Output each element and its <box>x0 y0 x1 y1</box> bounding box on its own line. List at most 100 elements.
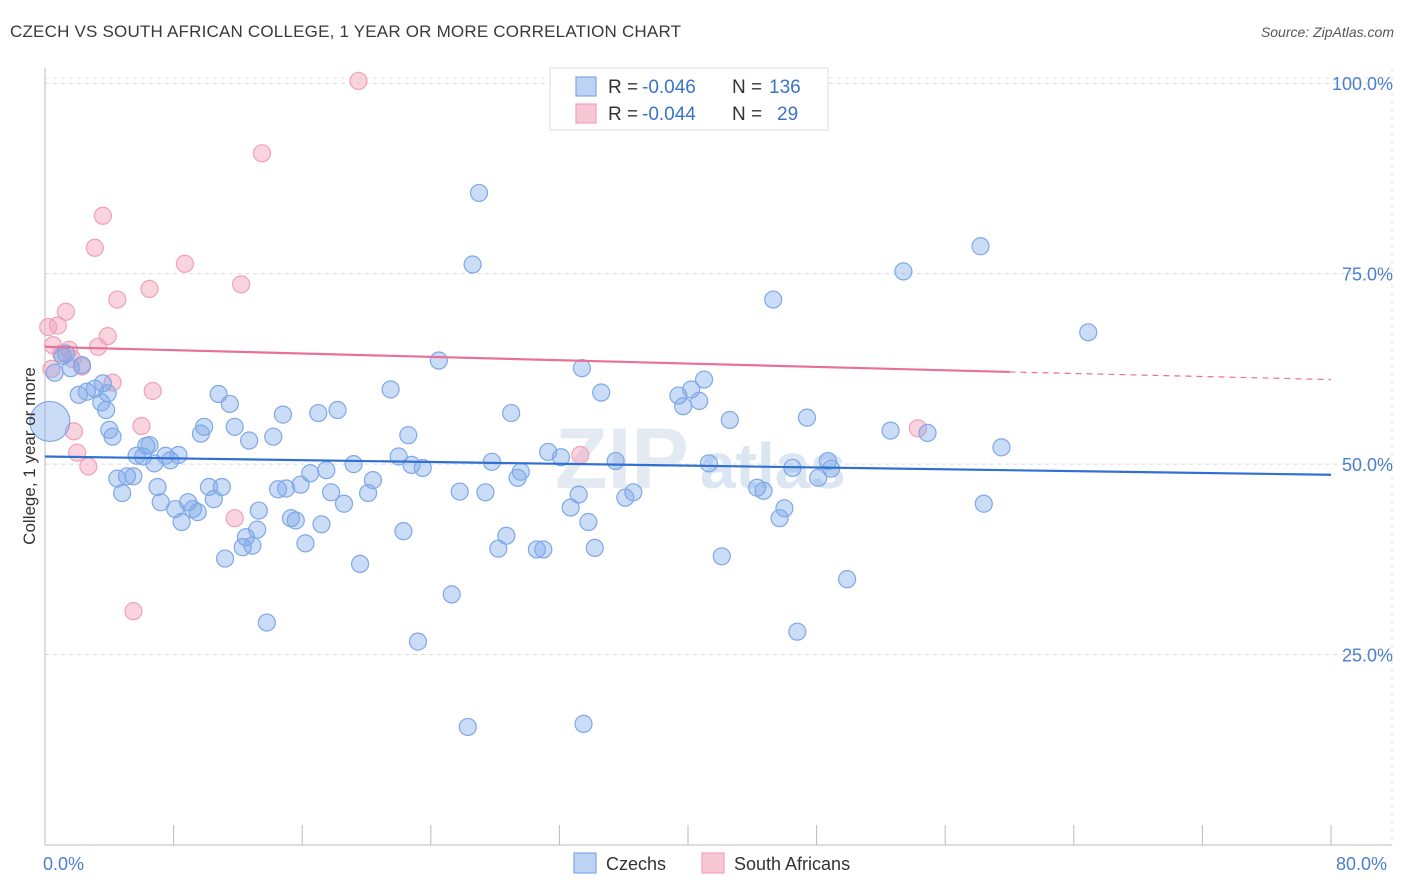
czech-point <box>699 454 718 473</box>
czech-point <box>754 481 773 500</box>
south-african-trend-extension <box>1009 371 1332 381</box>
legend-sa-swatch <box>575 103 597 124</box>
czech-point <box>133 447 153 466</box>
czech-point <box>690 391 709 410</box>
czech-point <box>408 632 428 651</box>
czech-point <box>775 499 794 518</box>
czech-point <box>286 511 305 530</box>
south-african-point <box>252 144 272 163</box>
south-african-point <box>132 416 151 436</box>
czech-point <box>103 427 122 446</box>
bottom-legend-czech-label: Czechs <box>606 854 666 874</box>
chart-title: CZECH VS SOUTH AFRICAN COLLEGE, 1 YEAR O… <box>10 22 682 41</box>
czech-point <box>511 462 530 481</box>
south-african-point <box>48 316 67 335</box>
czech-point <box>918 423 937 442</box>
czech-point <box>188 503 207 522</box>
czech-point <box>838 570 857 589</box>
south-african-point <box>175 254 194 273</box>
czech-point <box>624 483 643 502</box>
south-african-point <box>349 71 368 91</box>
czech-point <box>29 400 71 443</box>
czech-point <box>98 384 117 403</box>
czech-point <box>788 622 807 641</box>
czech-point <box>124 467 143 486</box>
czech-point <box>215 549 235 568</box>
south-african-point <box>124 602 143 621</box>
czech-trend-line <box>44 455 1332 476</box>
bottom-legend: Czechs South Africans <box>573 852 850 874</box>
czech-point <box>249 501 268 520</box>
czech-point <box>585 538 604 558</box>
czech-point <box>140 435 159 455</box>
czech-point <box>476 483 495 502</box>
czech-point <box>169 445 188 465</box>
x-tick-max: 80.0% <box>1336 854 1387 874</box>
czech-point <box>606 451 625 471</box>
czech-point <box>579 512 598 532</box>
bottom-legend-sa-label: South Africans <box>734 854 850 874</box>
bottom-legend-czech-swatch <box>573 852 597 874</box>
source-label: Source: ZipAtlas.com <box>1260 24 1394 40</box>
y-tick-label: 100.0% <box>1332 74 1393 94</box>
south-african-point <box>908 419 927 438</box>
south-african-point <box>85 238 104 257</box>
south-african-point <box>103 373 122 392</box>
gridlines <box>45 68 1393 845</box>
czech-point <box>720 410 739 430</box>
y-axis-label: College, 1 year or more <box>20 367 39 545</box>
czech-point <box>442 585 461 604</box>
south-african-point <box>571 445 590 465</box>
czech-point <box>195 417 214 436</box>
czech-point <box>469 183 489 203</box>
south-african-point <box>98 327 117 346</box>
south-african-point <box>93 206 112 225</box>
czech-point <box>148 477 167 497</box>
czech-point <box>527 540 546 559</box>
czech-point <box>551 448 571 467</box>
y-tick-label: 50.0% <box>1342 455 1393 475</box>
legend-sa-n-value: 29 <box>777 104 798 125</box>
legend-sa-r-value: -0.044 <box>642 104 696 125</box>
czech-point <box>881 421 900 440</box>
czech-point <box>561 498 580 517</box>
czech-point <box>574 714 593 733</box>
south-african-point <box>64 422 84 441</box>
south-african-point <box>140 279 159 299</box>
watermark-zip: ZIP <box>555 411 689 507</box>
czech-point <box>497 526 516 545</box>
czech-point <box>257 613 276 632</box>
czech-point <box>45 363 64 382</box>
legend: R = -0.046 N = 136 R = -0.044 N = 29 <box>549 67 829 131</box>
czech-point <box>113 483 132 503</box>
czech-point <box>96 400 116 420</box>
czech-point <box>93 374 112 393</box>
czech-point <box>894 262 913 281</box>
south-african-point <box>79 457 98 476</box>
czech-point <box>458 717 477 737</box>
czech-point <box>399 426 418 445</box>
legend-czech-swatch <box>575 76 597 97</box>
czech-point <box>240 431 259 450</box>
south-african-point <box>108 290 127 309</box>
czech-point <box>809 468 828 487</box>
czech-point <box>502 403 521 423</box>
czech-point <box>172 512 191 532</box>
south-african-point <box>143 381 162 401</box>
czech-point <box>381 380 400 399</box>
czech-point <box>463 255 482 274</box>
czech-point <box>212 477 231 497</box>
czech-point <box>572 359 592 378</box>
czech-point <box>489 539 508 558</box>
czech-point <box>770 509 789 528</box>
czech-point <box>1079 323 1098 342</box>
czech-point <box>797 408 817 427</box>
czech-point <box>334 494 354 513</box>
bottom-legend-sa-swatch <box>701 852 725 874</box>
czech-point <box>569 485 588 504</box>
legend-czech-r-label: R = <box>608 77 638 98</box>
south-african-point <box>225 509 244 528</box>
czech-point <box>61 359 80 378</box>
czech-point <box>296 534 315 553</box>
